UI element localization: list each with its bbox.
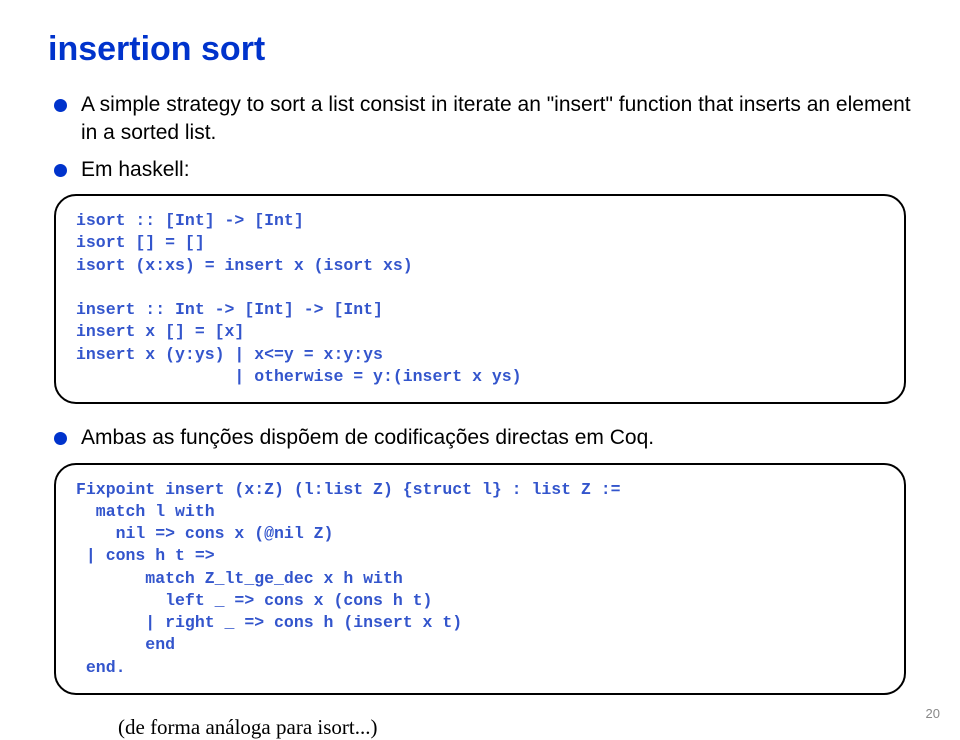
bullet-text-3: Ambas as funções dispõem de codificações… bbox=[81, 424, 654, 452]
page-title: insertion sort bbox=[48, 30, 912, 69]
bullet-dot-icon bbox=[54, 99, 67, 112]
coq-code-box: Fixpoint insert (x:Z) (l:list Z) {struct… bbox=[54, 463, 906, 695]
footnote-text: (de forma análoga para isort...) bbox=[118, 715, 912, 740]
haskell-code-box: isort :: [Int] -> [Int] isort [] = [] is… bbox=[54, 194, 906, 404]
bullet-dot-icon bbox=[54, 432, 67, 445]
bullet-text-2: Em haskell: bbox=[81, 156, 190, 184]
page-number: 20 bbox=[926, 706, 940, 721]
bullet-item-3: Ambas as funções dispõem de codificações… bbox=[48, 424, 912, 452]
bullet-dot-icon bbox=[54, 164, 67, 177]
bullet-item-2: Em haskell: bbox=[48, 156, 912, 184]
bullet-item-1: A simple strategy to sort a list consist… bbox=[48, 91, 912, 148]
bullet-text-1: A simple strategy to sort a list consist… bbox=[81, 91, 912, 148]
